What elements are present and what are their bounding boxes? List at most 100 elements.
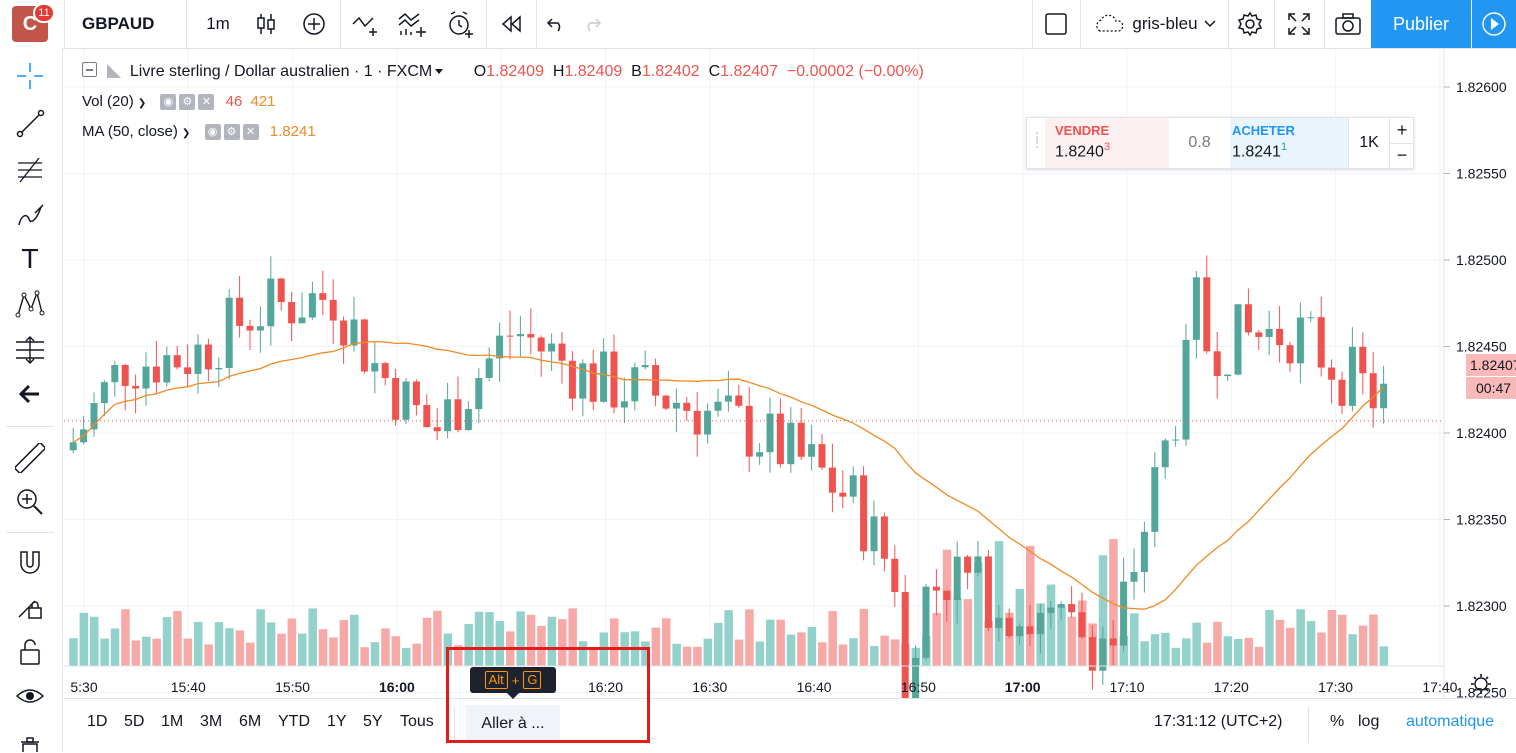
fib-icon[interactable] [8, 150, 52, 190]
interval-button[interactable]: 1m [196, 0, 240, 48]
open-label: O [473, 63, 487, 80]
volume-bar [724, 610, 733, 666]
volume-bar [838, 644, 848, 666]
volume-bar [641, 641, 650, 666]
trend-line-icon[interactable] [8, 103, 52, 143]
candle-body [412, 381, 420, 406]
range-all-button[interactable]: Tous [400, 713, 434, 730]
close-icon[interactable]: ✕ [198, 94, 215, 111]
range-ytd-button[interactable]: YTD [278, 713, 310, 730]
collapse-icon[interactable] [82, 62, 97, 77]
candle-body [90, 403, 98, 430]
layout-icon[interactable] [1036, 0, 1076, 48]
candles-icon[interactable] [244, 0, 288, 48]
range-5d-button[interactable]: 5D [124, 713, 145, 730]
measure-tool-icon[interactable] [8, 330, 52, 370]
price-tick-label: 1.82300 [1456, 598, 1507, 614]
range-3m-button[interactable]: 3M [200, 713, 223, 730]
range-1d-button[interactable]: 1D [87, 713, 108, 730]
volume-ma-value: 421 [250, 93, 276, 110]
gear-icon[interactable]: ⚙ [223, 124, 240, 141]
auto-scale-button[interactable]: automatique [1406, 713, 1495, 730]
close-icon[interactable]: ✕ [242, 124, 259, 141]
indicators-icon[interactable] [390, 0, 434, 48]
eye-icon[interactable]: ◉ [160, 94, 177, 111]
candle-body [1088, 637, 1096, 671]
range-1m-button[interactable]: 1M [161, 713, 184, 730]
volume-bar [984, 620, 993, 666]
text-icon[interactable]: T [22, 245, 38, 275]
low-value: 1.82402 [641, 63, 700, 80]
chevron-down-icon[interactable]: ❯ [182, 128, 191, 139]
volume-bar [1317, 632, 1326, 666]
candle-body [132, 385, 140, 389]
alert-icon[interactable] [438, 0, 482, 48]
volume-label[interactable]: Vol (20) [82, 93, 134, 110]
publish-button[interactable]: Publier [1371, 0, 1471, 48]
volume-bar [194, 621, 203, 666]
percent-scale-button[interactable]: % [1330, 713, 1345, 730]
sell-label: VENDRE [1055, 123, 1110, 138]
theme-selector[interactable]: gris-bleu [1084, 0, 1224, 48]
volume-bar [350, 614, 359, 666]
back-arrow-icon[interactable] [8, 374, 52, 414]
brush-icon[interactable] [8, 196, 52, 236]
undo-icon[interactable] [538, 0, 574, 48]
range-1y-button[interactable]: 1Y [327, 713, 347, 730]
crosshair-icon[interactable] [8, 56, 52, 96]
log-scale-button[interactable]: log [1358, 713, 1380, 730]
symbol-search-button[interactable]: GBPAUD [66, 0, 186, 48]
unlock-icon[interactable] [8, 632, 52, 672]
range-6m-button[interactable]: 6M [239, 713, 262, 730]
candle-body [579, 363, 587, 399]
exchange-dropdown-icon[interactable] [435, 69, 444, 74]
eye-icon[interactable] [8, 676, 52, 716]
time-tick-label: 15:50 [275, 679, 310, 695]
compare-icon[interactable] [344, 0, 388, 48]
sell-button[interactable]: VENDRE 1.82403 [1045, 118, 1169, 168]
ruler-icon[interactable] [8, 438, 52, 478]
price-chart[interactable]: 1.82600 1.82550 1.82500 1.82450 1.82400 1.823… [64, 49, 1516, 698]
volume-bar [610, 618, 619, 666]
candle-body [1224, 374, 1232, 377]
candle-body [1296, 317, 1304, 364]
quantity-decrease-button[interactable]: − [1389, 143, 1414, 168]
lock-drawing-icon[interactable] [8, 586, 52, 626]
eye-icon[interactable]: ◉ [204, 124, 221, 141]
play-icon[interactable] [1472, 0, 1516, 48]
candle-body [568, 360, 576, 399]
fullscreen-icon[interactable] [1276, 0, 1322, 48]
time-axis[interactable]: 5:3015:4015:5016:0016:1016:2016:3016:401… [70, 679, 1457, 695]
drag-handle-icon[interactable]: ⋮ ⋮ [1031, 130, 1043, 150]
settings-icon[interactable] [1228, 0, 1272, 48]
ma-label[interactable]: MA (50, close) [82, 123, 178, 140]
buy-button[interactable]: ACHETER 1.82411 [1230, 118, 1348, 168]
zoom-in-icon[interactable] [8, 482, 52, 522]
range-5y-button[interactable]: 5Y [363, 713, 383, 730]
flag-icon[interactable] [107, 64, 122, 78]
time-axis-settings-icon[interactable] [1471, 674, 1491, 694]
quantity-field[interactable]: 1K [1348, 118, 1389, 168]
volume-bar [360, 647, 369, 666]
magnet-icon[interactable] [8, 542, 52, 582]
chevron-down-icon[interactable]: ❯ [137, 98, 147, 109]
replay-icon[interactable] [490, 0, 534, 48]
volume-bar [433, 610, 442, 666]
clock-timezone[interactable]: 17:31:12 (UTC+2) [1154, 713, 1283, 730]
candle-body [1036, 612, 1044, 635]
price-axis[interactable]: 1.82600 1.82550 1.82500 1.82450 1.82400 1.823… [1444, 79, 1507, 698]
volume-bar [1098, 555, 1108, 666]
trash-icon[interactable] [8, 732, 52, 752]
volume-bar [402, 647, 411, 666]
volume-bar [1223, 636, 1233, 666]
candle-body [464, 409, 472, 431]
pattern-icon[interactable] [8, 284, 52, 324]
goto-date-button[interactable]: Aller à ... [466, 705, 560, 743]
add-icon[interactable] [292, 0, 336, 48]
redo-icon[interactable] [574, 0, 610, 48]
quantity-increase-button[interactable]: + [1389, 118, 1414, 144]
divider [1308, 707, 1309, 743]
gear-icon[interactable]: ⚙ [179, 94, 196, 111]
volume-bar [1369, 614, 1378, 666]
camera-icon[interactable] [1326, 0, 1370, 48]
